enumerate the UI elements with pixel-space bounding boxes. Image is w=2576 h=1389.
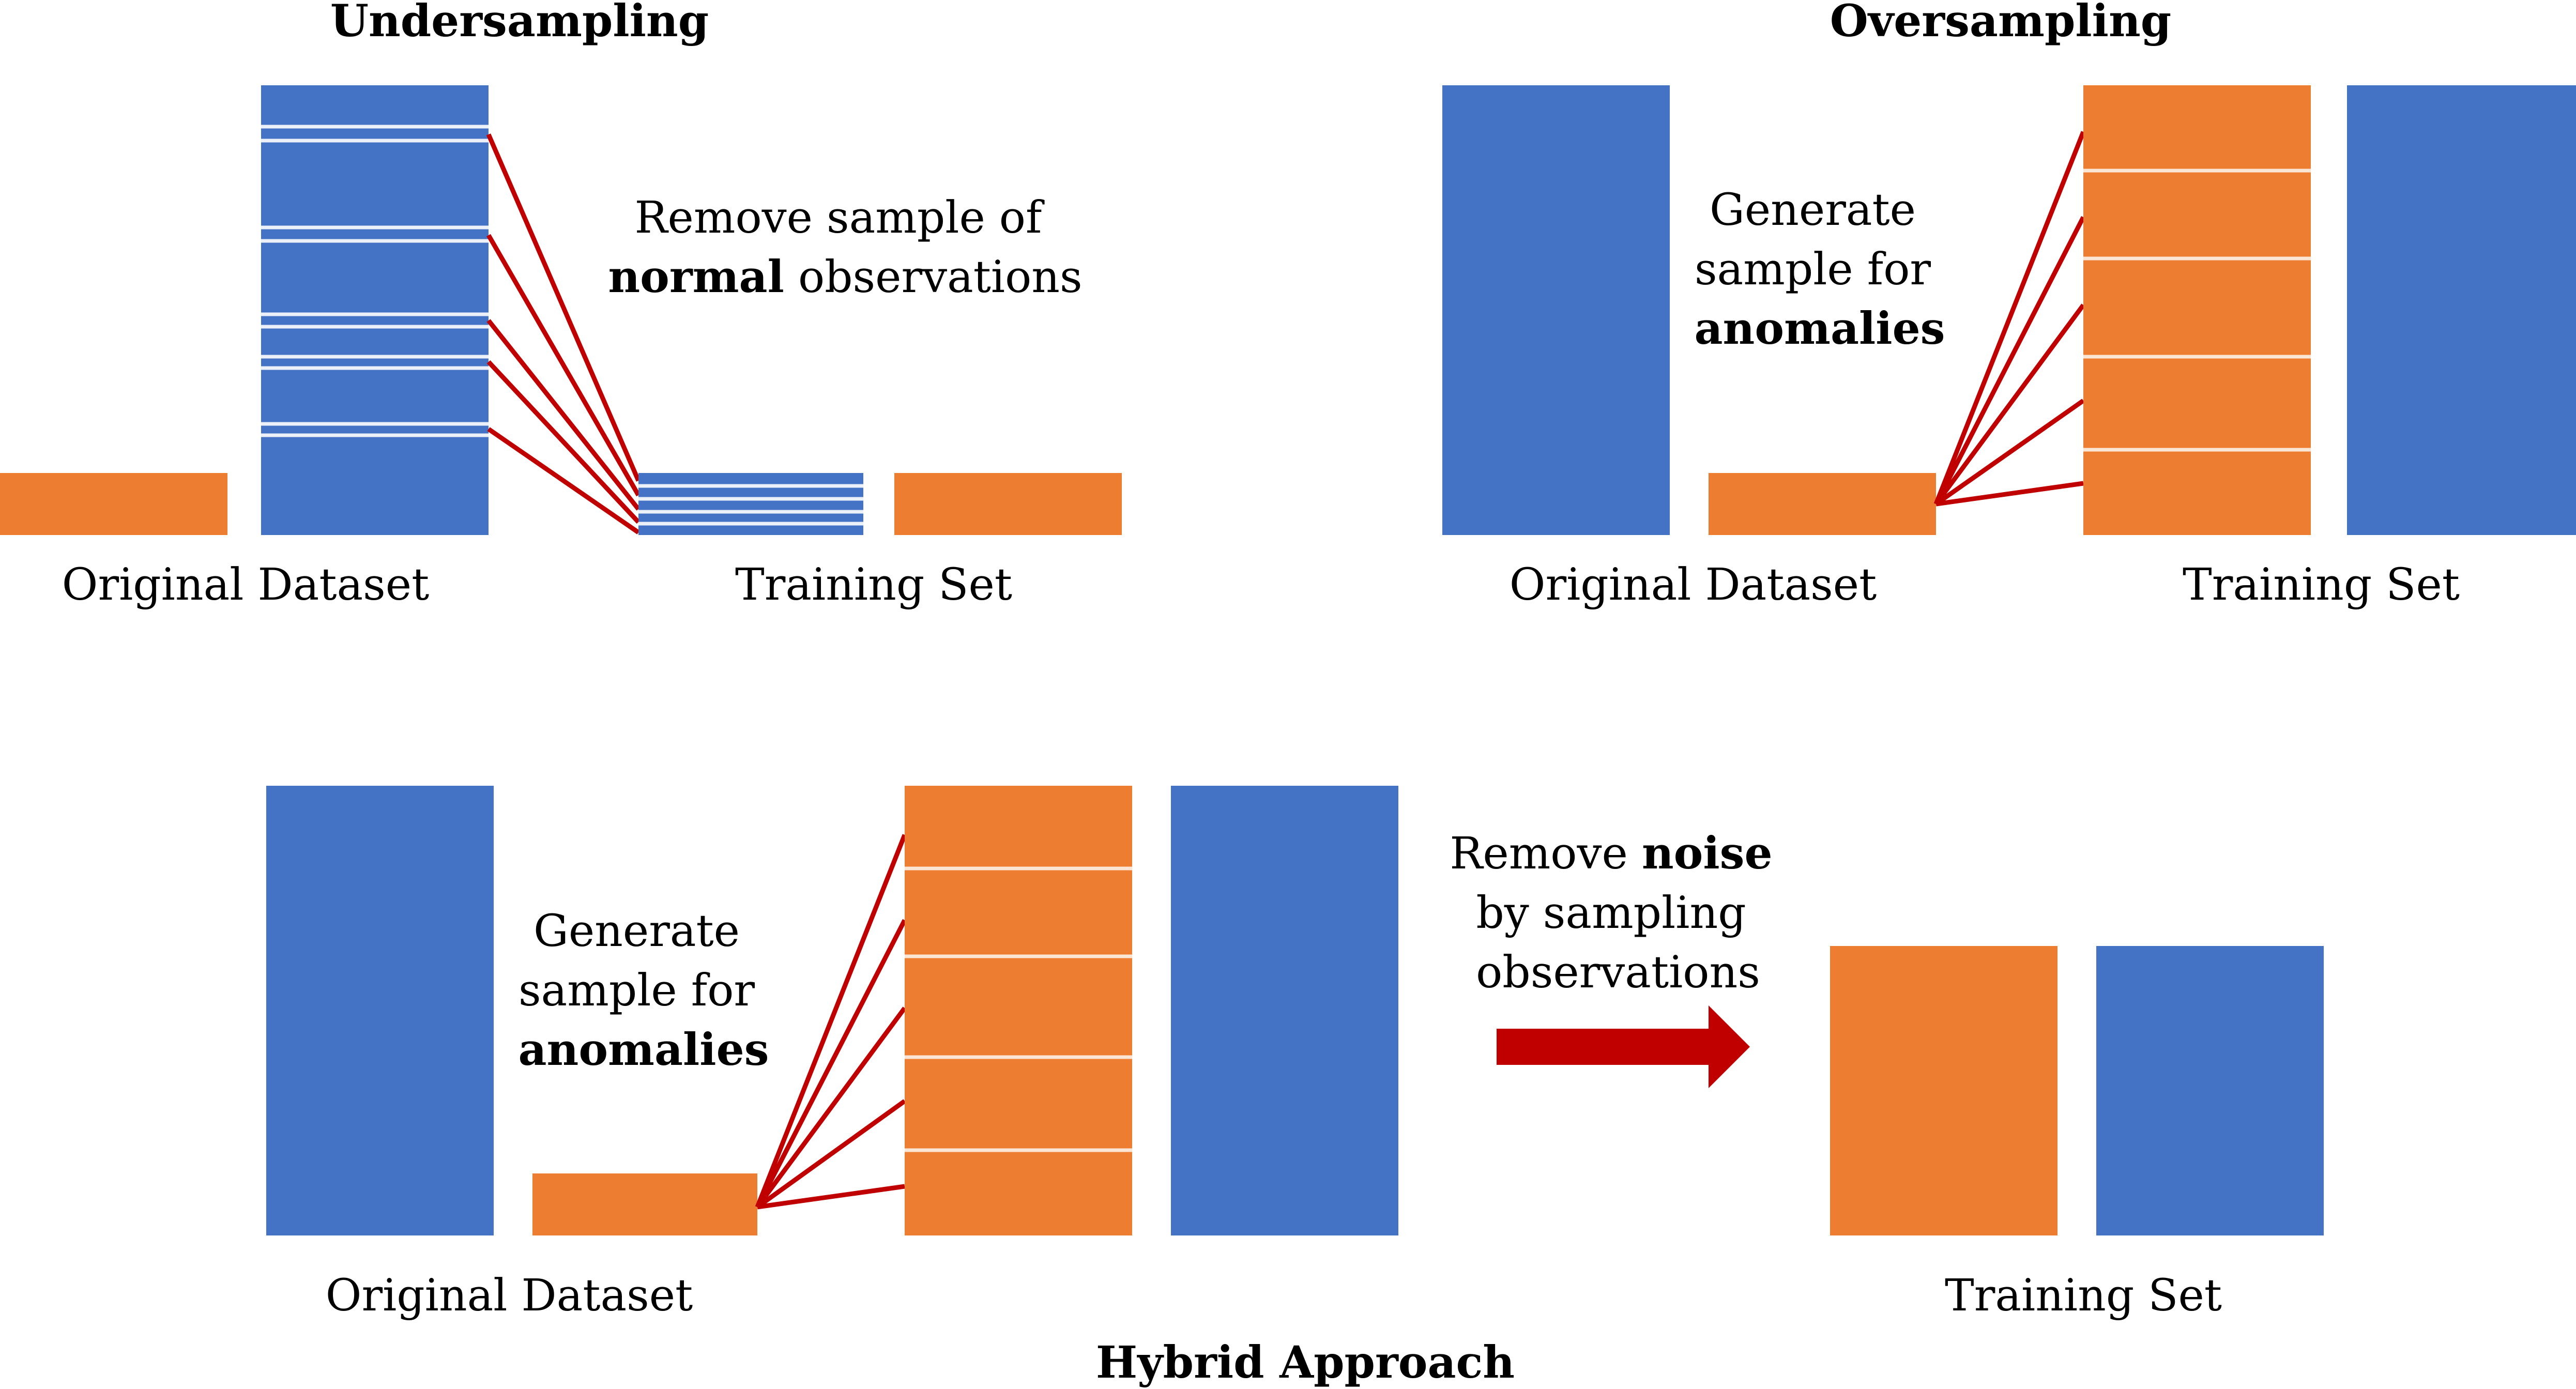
hybrid-connectors xyxy=(755,834,907,1210)
undersampling-training-label: Training Set xyxy=(735,559,1012,610)
hybrid-noise-bold: noise xyxy=(1642,828,1773,879)
hybrid-training-anomaly-bar xyxy=(1830,946,2057,1235)
undersampling-original-anomaly-bar xyxy=(0,473,227,535)
undersampling-original-label: Original Dataset xyxy=(62,559,429,610)
hybrid-training-normal-bar xyxy=(2096,946,2324,1235)
oversampling-note-bold: anomalies xyxy=(1694,303,1945,355)
hybrid-original-label: Original Dataset xyxy=(326,1270,693,1321)
oversampling-note-line1: Generate xyxy=(1710,185,1916,236)
hybrid-training-label: Training Set xyxy=(1945,1270,2222,1321)
undersampling-note-rest: observations xyxy=(784,252,1083,303)
hybrid-original-anomaly-bar xyxy=(532,1173,757,1235)
undersampling-training-normal-bar xyxy=(638,473,863,535)
hybrid-generate-line1: Generate xyxy=(534,906,740,957)
undersampling-training-anomaly-bar xyxy=(894,473,1122,535)
hybrid-noise-prefix: Remove xyxy=(1450,828,1641,879)
undersampling-original-normal-bar xyxy=(261,85,489,535)
undersampling-note: Remove sample of normal observations xyxy=(608,192,1082,303)
oversampling-original-label: Original Dataset xyxy=(1510,559,1877,610)
oversampling-training-normal-bar xyxy=(2347,85,2576,535)
hybrid-generate-line2: sample for xyxy=(519,965,755,1016)
hybrid-generate-bold: anomalies xyxy=(518,1024,769,1076)
hybrid-panel: Generate sample for anomalies Remove noi… xyxy=(266,786,2324,1388)
undersampling-connectors xyxy=(486,133,641,535)
oversampling-note: Generate sample for anomalies xyxy=(1694,185,1945,355)
oversampling-note-line2: sample for xyxy=(1695,244,1931,295)
undersampling-training-stripes xyxy=(638,484,863,526)
undersampling-note-bold: normal xyxy=(608,251,784,303)
undersampling-note-line1: Remove sample of xyxy=(635,192,1045,243)
hybrid-noise-note: Remove noise by sampling observations xyxy=(1450,828,1786,998)
oversampling-original-normal-bar xyxy=(1442,85,1670,535)
hybrid-generated-dividers xyxy=(905,866,1132,1152)
oversampling-title: Oversampling xyxy=(1830,0,2171,47)
hybrid-title: Hybrid Approach xyxy=(1096,1337,1515,1388)
hybrid-arrow xyxy=(1497,1005,1750,1088)
hybrid-original-normal-bar xyxy=(266,786,494,1235)
hybrid-generated-anomaly-bar xyxy=(905,786,1132,1235)
hybrid-generate-note: Generate sample for anomalies xyxy=(518,906,769,1076)
hybrid-noise-line2: by sampling xyxy=(1476,888,1746,939)
oversampling-training-dividers xyxy=(2083,169,2311,452)
oversampling-panel: Oversampling Generate sample for anomali… xyxy=(1442,0,2576,610)
undersampling-title: Undersampling xyxy=(330,0,709,47)
oversampling-connectors xyxy=(1933,131,2086,507)
oversampling-training-label: Training Set xyxy=(2183,559,2460,610)
hybrid-generated-normal-bar xyxy=(1171,786,1398,1235)
undersampling-panel: Undersampling xyxy=(0,0,1122,610)
oversampling-original-anomaly-bar xyxy=(1709,473,1936,535)
oversampling-training-anomaly-bar xyxy=(2083,85,2311,535)
undersampling-sampled-stripes xyxy=(261,125,489,437)
hybrid-noise-line3: observations xyxy=(1476,947,1760,998)
